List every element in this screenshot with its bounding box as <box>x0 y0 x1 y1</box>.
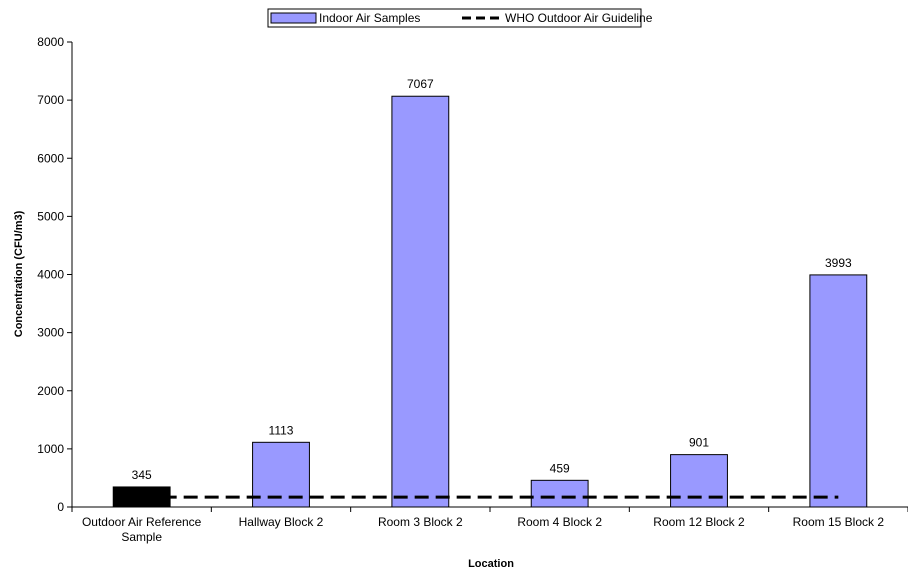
x-tick-label: Room 12 Block 2 <box>653 515 745 529</box>
y-tick-label: 1000 <box>37 442 64 456</box>
legend-label-guideline: WHO Outdoor Air Guideline <box>505 11 653 25</box>
y-axis-title: Concentration (CFU/m3) <box>13 210 25 337</box>
legend-swatch-indoor <box>270 12 317 24</box>
data-label: 7067 <box>407 77 434 91</box>
y-tick-label: 6000 <box>37 151 64 165</box>
x-axis: Outdoor Air Reference Sample Hallway Block… <box>71 506 908 544</box>
legend-box <box>267 8 642 28</box>
x-axis-title: Location <box>468 558 514 570</box>
data-label: 1113 <box>269 423 294 437</box>
y-tick-label: 0 <box>57 500 64 514</box>
y-tick-label: 3000 <box>37 326 64 340</box>
y-tick-label: 2000 <box>37 384 64 398</box>
data-label: 345 <box>132 468 152 482</box>
bar <box>530 479 589 508</box>
data-labels: 345 1113 7067 459 901 3993 <box>132 77 852 482</box>
y-tick-label: 4000 <box>37 268 64 282</box>
y-tick-label: 5000 <box>37 209 64 223</box>
bar <box>809 274 868 508</box>
y-axis: 0 1000 2000 3000 4000 5000 6000 7000 8000 <box>37 35 73 514</box>
y-tick-label: 8000 <box>37 35 64 49</box>
legend: Indoor Air Samples WHO Outdoor Air Guide… <box>267 8 653 28</box>
y-tick-label: 7000 <box>37 93 64 107</box>
bars <box>112 95 868 508</box>
legend-label-indoor: Indoor Air Samples <box>319 11 420 25</box>
bar <box>391 95 450 508</box>
data-label: 3993 <box>825 256 852 270</box>
x-tick-label: Hallway Block 2 <box>239 515 324 529</box>
bar <box>670 454 728 508</box>
data-label: 901 <box>689 436 709 450</box>
data-label: 459 <box>550 461 570 475</box>
x-tick-label: Outdoor Air Reference Sample <box>82 515 202 544</box>
x-tick-label: Room 15 Block 2 <box>793 515 885 529</box>
x-tick-label: Room 3 Block 2 <box>378 515 463 529</box>
x-tick-label: Room 4 Block 2 <box>517 515 602 529</box>
